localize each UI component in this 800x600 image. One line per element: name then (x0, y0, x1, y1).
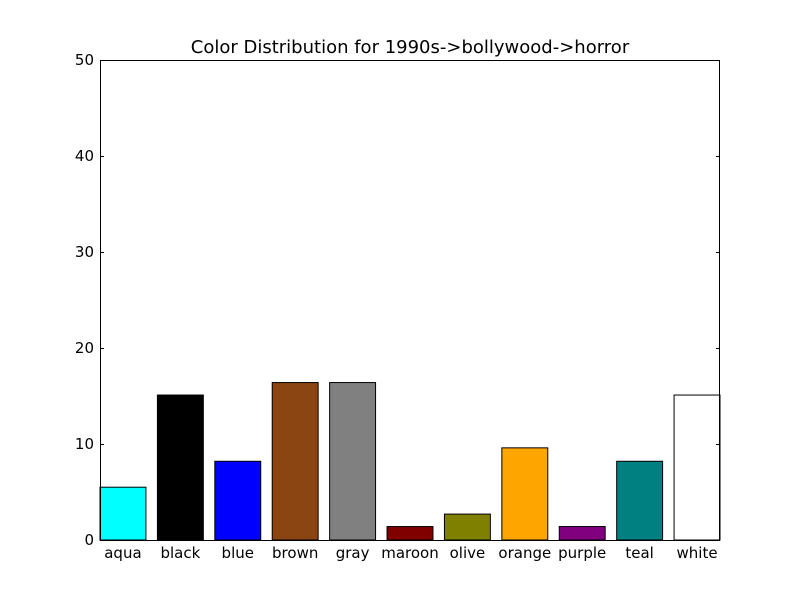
y-tick-label-40: 40 (75, 147, 94, 165)
y-tick-label-20: 20 (75, 339, 94, 357)
y-tick-label-0: 0 (84, 531, 94, 549)
bar-brown (271, 382, 319, 541)
x-tick-label-blue: blue (222, 544, 254, 562)
x-tick-label-aqua: aqua (104, 544, 141, 562)
bars-group (99, 382, 721, 541)
x-tick-label-purple: purple (558, 544, 606, 562)
plot-frame (100, 60, 720, 541)
y-tick-label-30: 30 (75, 243, 94, 261)
x-tick-label-brown: brown (272, 544, 318, 562)
bar-olive (443, 513, 491, 541)
bar-blue (214, 460, 262, 541)
x-axis: aqua black blue brown gray maroon olive orange p… (104, 544, 717, 562)
bar-black (156, 394, 204, 541)
x-tick-label-gray: gray (336, 544, 370, 562)
bar-teal (616, 460, 664, 541)
y-tick-label-10: 10 (75, 435, 94, 453)
bar-aqua (99, 486, 147, 541)
x-tick-label-black: black (160, 544, 200, 562)
x-tick-label-teal: teal (625, 544, 653, 562)
bar-purple (558, 526, 606, 541)
x-tick-label-olive: olive (450, 544, 486, 562)
bar-white (673, 394, 721, 541)
y-axis: 0 10 20 30 40 50 (75, 51, 720, 549)
x-tick-label-orange: orange (498, 544, 551, 562)
chart-title: Color Distribution for 1990s->bollywood-… (191, 37, 630, 58)
y-tick-label-50: 50 (75, 51, 94, 69)
bar-gray (329, 382, 377, 541)
x-tick-label-maroon: maroon (381, 544, 439, 562)
bar-orange (501, 447, 549, 541)
bar-maroon (386, 526, 434, 541)
x-tick-label-white: white (677, 544, 718, 562)
